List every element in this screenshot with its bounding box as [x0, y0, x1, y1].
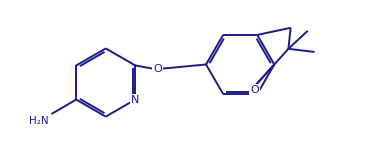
- Text: N: N: [131, 95, 139, 105]
- Text: O: O: [250, 85, 259, 95]
- Text: O: O: [153, 64, 162, 74]
- Text: H₂N: H₂N: [29, 116, 49, 126]
